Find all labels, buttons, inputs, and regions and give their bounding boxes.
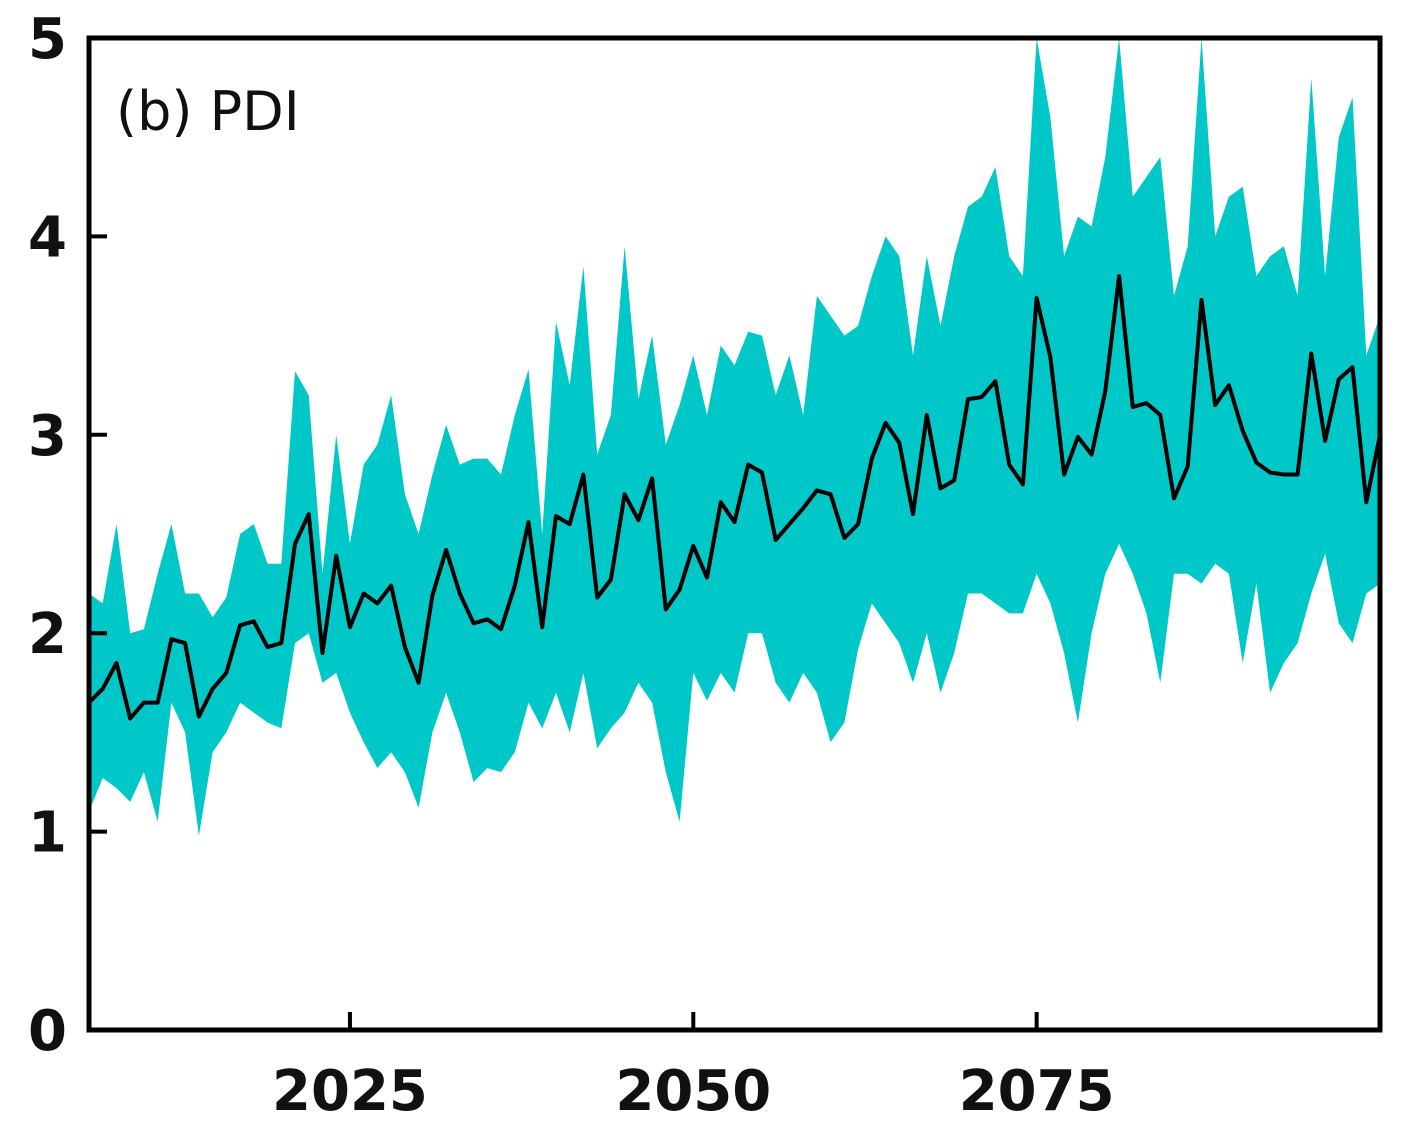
plot-frame bbox=[86, 35, 1383, 1033]
x-tick-label: 2075 bbox=[959, 1059, 1115, 1124]
y-axis-ticks: 0 1 2 3 4 5 bbox=[28, 7, 107, 1064]
y-tick-label: 2 bbox=[28, 602, 67, 667]
y-tick-label: 1 bbox=[28, 801, 67, 866]
y-tick-label: 5 bbox=[28, 7, 67, 72]
spread-band-layer bbox=[89, 38, 1380, 836]
x-axis-ticks: 2025 2050 2075 bbox=[272, 1012, 1115, 1124]
x-tick-label: 2050 bbox=[615, 1059, 771, 1124]
y-tick-label: 4 bbox=[28, 205, 67, 270]
y-tick-label: 3 bbox=[28, 404, 67, 469]
mean-line-layer bbox=[87, 274, 1382, 721]
spread-band bbox=[89, 38, 1380, 836]
mean-line bbox=[87, 274, 1382, 721]
x-tick-label: 2025 bbox=[272, 1059, 428, 1124]
y-tick-label: 0 bbox=[28, 999, 67, 1064]
chart-title: (b) PDI bbox=[116, 80, 300, 143]
